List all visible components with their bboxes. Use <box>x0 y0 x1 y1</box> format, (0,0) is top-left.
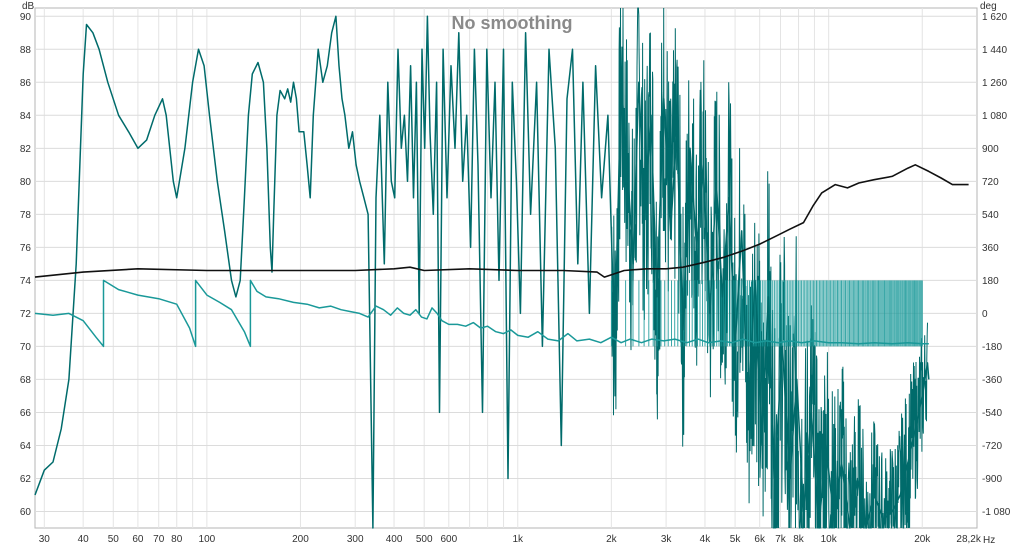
x-tick-label: 28,2k <box>956 534 981 545</box>
chart-title: No smoothing <box>452 13 573 33</box>
y-left-tick-label: 66 <box>20 408 32 419</box>
series-line-3 <box>34 164 969 278</box>
y-right-tick-label: 720 <box>982 177 999 188</box>
y-left-tick-label: 88 <box>20 45 32 56</box>
x-tick-label: 200 <box>292 534 309 545</box>
y-left-tick-label: 70 <box>20 342 32 353</box>
x-tick-label: 40 <box>78 534 90 545</box>
y-right-tick-label: 900 <box>982 144 999 155</box>
x-tick-label: 3k <box>661 534 673 545</box>
x-tick-label: 400 <box>386 534 403 545</box>
x-tick-label: 10k <box>821 534 838 545</box>
y-right-tick-label: -900 <box>982 474 1002 485</box>
x-tick-label: 60 <box>132 534 144 545</box>
x-tick-label: 7k <box>775 534 787 545</box>
x-axis-unit: Hz <box>983 535 995 546</box>
x-tick-label: 8k <box>793 534 805 545</box>
x-tick-label: 5k <box>730 534 742 545</box>
x-tick-label: 6k <box>754 534 766 545</box>
right-axis-unit: deg <box>980 1 997 12</box>
y-right-tick-label: 1 260 <box>982 78 1007 89</box>
y-left-tick-label: 60 <box>20 507 32 518</box>
y-right-tick-label: 180 <box>982 276 999 287</box>
y-left-tick-label: 62 <box>20 474 32 485</box>
y-left-tick-label: 84 <box>20 111 32 122</box>
y-right-tick-label: -180 <box>982 342 1002 353</box>
x-axis-tick-labels: 30 40 50 60 70 80 100 200 300 400 500 600 1k 2k 3k 4k 5k… <box>39 534 982 545</box>
y-right-tick-label: 0 <box>982 309 988 320</box>
y-right-tick-label: -540 <box>982 408 1002 419</box>
phase-wrap-band <box>610 280 923 347</box>
series-layer <box>34 7 969 529</box>
x-tick-label: 30 <box>39 534 51 545</box>
left-axis-tick-labels: 62 64 66 68 70 72 74 76 78 80 82 84 86 88 90 60 <box>20 12 32 518</box>
y-right-tick-label: -720 <box>982 441 1002 452</box>
y-left-tick-label: 86 <box>20 78 32 89</box>
y-right-tick-label: -360 <box>982 375 1002 386</box>
y-right-tick-label: 1 080 <box>982 111 1007 122</box>
y-right-tick-label: 540 <box>982 210 999 221</box>
left-axis-unit: dB <box>22 1 35 12</box>
x-tick-label: 70 <box>153 534 165 545</box>
x-tick-label: 20k <box>914 534 931 545</box>
y-left-tick-label: 90 <box>20 12 32 23</box>
x-tick-label: 80 <box>171 534 183 545</box>
x-tick-label: 500 <box>416 534 433 545</box>
y-right-tick-label: -1 080 <box>982 507 1011 518</box>
y-left-tick-label: 68 <box>20 375 32 386</box>
y-left-tick-label: 74 <box>20 276 32 287</box>
right-axis-tick-labels: -1 080 -900 -720 -540 -360 -180 0 180 360 540 720 9… <box>982 12 1011 518</box>
x-tick-label: 50 <box>108 534 120 545</box>
series-line-2 <box>34 279 929 348</box>
x-tick-label: 600 <box>440 534 457 545</box>
y-left-tick-label: 82 <box>20 144 32 155</box>
y-left-tick-label: 80 <box>20 177 32 188</box>
series-line-1 <box>34 15 930 529</box>
hf-amplitude-band <box>610 7 928 529</box>
x-tick-label: 1k <box>512 534 524 545</box>
x-tick-label: 100 <box>199 534 216 545</box>
y-right-tick-label: 1 620 <box>982 12 1007 23</box>
x-tick-label: 4k <box>700 534 712 545</box>
y-left-tick-label: 76 <box>20 243 32 254</box>
y-left-tick-label: 72 <box>20 309 32 320</box>
y-left-tick-label: 64 <box>20 441 32 452</box>
x-tick-label: 300 <box>347 534 364 545</box>
y-right-tick-label: 360 <box>982 243 999 254</box>
y-right-tick-label: 1 440 <box>982 45 1007 56</box>
y-left-tick-label: 78 <box>20 210 32 221</box>
x-tick-label: 2k <box>606 534 618 545</box>
